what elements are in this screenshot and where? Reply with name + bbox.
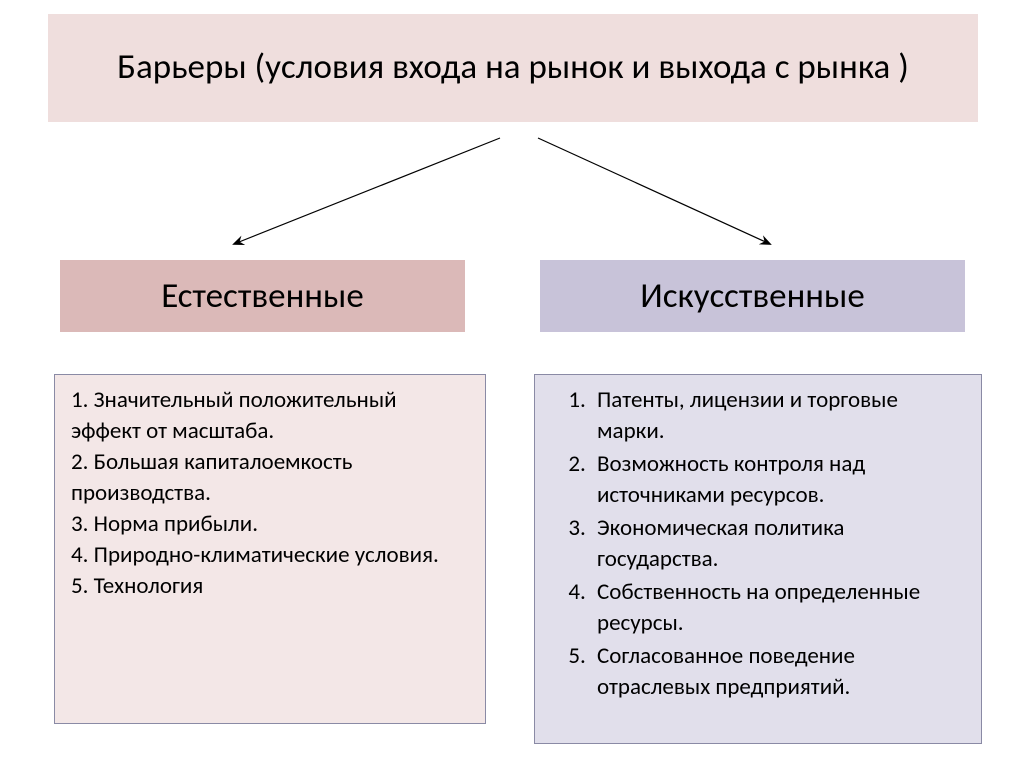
list-item: Патенты, лицензии и торговые марки. xyxy=(591,385,965,447)
list-item: 5. Технология xyxy=(71,571,469,602)
list-item: Возможность контроля над источниками рес… xyxy=(591,449,965,511)
category-box-natural: Естественные xyxy=(60,260,465,332)
arrow-right xyxy=(538,138,770,244)
list-item: Согласованное поведение отраслевых предп… xyxy=(591,641,965,703)
list-item: 4. Природно-климатические условия. xyxy=(71,540,469,571)
list-item: 2. Большая капиталоемкость производства. xyxy=(71,447,469,509)
list-box-natural: 1. Значительный положительный эффект от … xyxy=(54,374,486,724)
category-box-artificial: Искусственные xyxy=(540,260,965,332)
header-box: Барьеры (условия входа на рынок и выхода… xyxy=(48,14,978,122)
list-item: 1. Значительный положительный эффект от … xyxy=(71,385,469,447)
list-item: Собственность на определенные ресурсы. xyxy=(591,577,965,639)
category-label-artificial: Искусственные xyxy=(640,275,865,317)
list-item: 3. Норма прибыли. xyxy=(71,509,469,540)
header-title: Барьеры (условия входа на рынок и выхода… xyxy=(117,46,909,90)
list-box-artificial: Патенты, лицензии и торговые марки. Возм… xyxy=(534,374,982,744)
list-item: Экономическая политика государства. xyxy=(591,513,965,575)
arrow-left xyxy=(234,138,500,244)
category-label-natural: Естественные xyxy=(161,275,363,317)
list-artificial: Патенты, лицензии и торговые марки. Возм… xyxy=(551,385,965,703)
